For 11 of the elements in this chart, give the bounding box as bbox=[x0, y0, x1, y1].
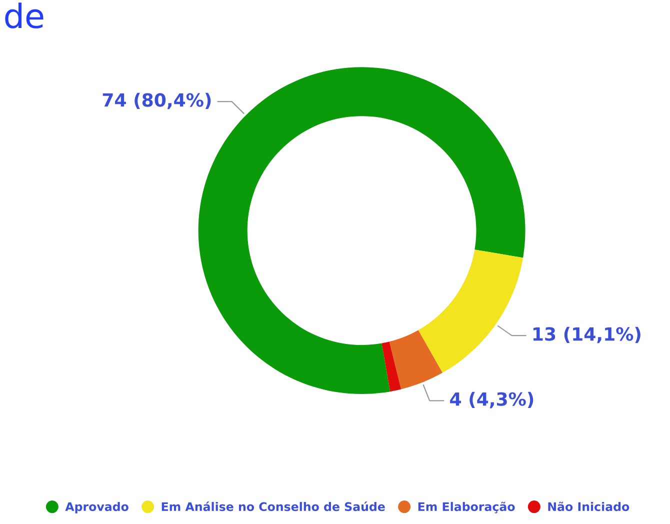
donut-slice bbox=[382, 342, 402, 392]
legend-label: Aprovado bbox=[65, 502, 128, 514]
legend-label: Não Iniciado bbox=[548, 502, 630, 512]
donut-slice bbox=[418, 250, 524, 373]
data-label: 4 (4,3%) bbox=[450, 392, 534, 408]
chart-title: de bbox=[5, 2, 44, 28]
legend-label: Em Elaboração bbox=[418, 502, 515, 514]
data-label: 74 (80,4%) bbox=[102, 92, 211, 110]
donut-slice bbox=[389, 330, 442, 390]
legend-label: Em Análise no Conselho de Saúde bbox=[162, 501, 385, 512]
data-label: 13 (14,1%) bbox=[533, 326, 640, 344]
